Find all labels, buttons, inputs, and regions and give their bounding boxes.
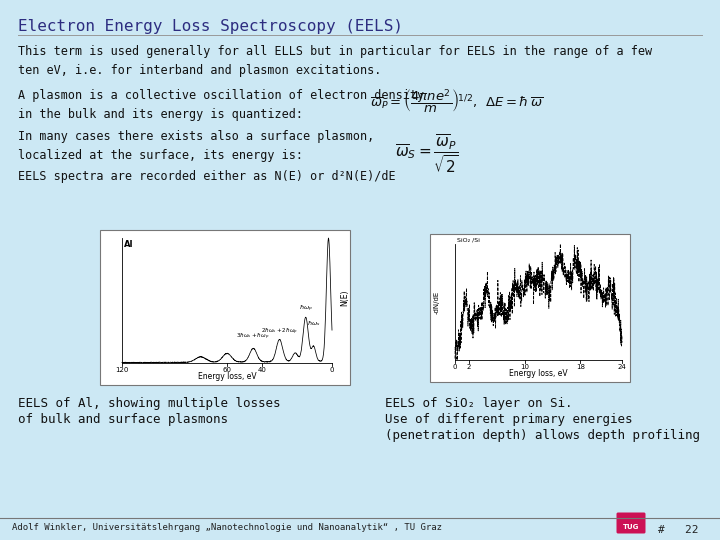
Text: $\hbar\omega_s$: $\hbar\omega_s$ xyxy=(307,319,320,328)
Text: EELS of Al, showing multiple losses: EELS of Al, showing multiple losses xyxy=(18,397,281,410)
Text: Al: Al xyxy=(124,240,133,249)
FancyBboxPatch shape xyxy=(616,512,646,534)
Text: $3\hbar\omega_s+\hbar\omega_p$: $3\hbar\omega_s+\hbar\omega_p$ xyxy=(236,332,270,342)
Text: This term is used generally for all ELLS but in particular for EELS in the range: This term is used generally for all ELLS… xyxy=(18,45,652,77)
Bar xyxy=(100,230,350,385)
Text: 40: 40 xyxy=(258,367,266,373)
Text: In many cases there exists also a surface plasmon,
localized at the surface, its: In many cases there exists also a surfac… xyxy=(18,130,374,162)
Text: $2\hbar\omega_s+2\hbar\omega_p$: $2\hbar\omega_s+2\hbar\omega_p$ xyxy=(261,327,298,337)
Text: TUG: TUG xyxy=(623,524,639,530)
Text: (penetration depth) allows depth profiling: (penetration depth) allows depth profili… xyxy=(385,429,700,442)
Text: A plasmon is a collective oscillation of electron density
in the bulk and its en: A plasmon is a collective oscillation of… xyxy=(18,89,424,121)
Bar xyxy=(430,234,630,382)
Text: 18: 18 xyxy=(576,364,585,370)
Text: $\overline{\omega}_P = \left(\dfrac{4\pi ne^2}{m}\right)^{\!1/2}$,  $\Delta E = : $\overline{\omega}_P = \left(\dfrac{4\pi… xyxy=(370,88,544,115)
Text: 0: 0 xyxy=(330,367,334,373)
Text: 2: 2 xyxy=(467,364,471,370)
Text: 24: 24 xyxy=(618,364,626,370)
Text: 60: 60 xyxy=(222,367,232,373)
Text: 120: 120 xyxy=(115,367,129,373)
Text: 10: 10 xyxy=(520,364,529,370)
Text: N(E): N(E) xyxy=(341,290,349,306)
Text: $\overline{\omega}_S = \dfrac{\overline{\omega}_P}{\sqrt{2}}$: $\overline{\omega}_S = \dfrac{\overline{… xyxy=(395,133,459,176)
Text: #   22: # 22 xyxy=(658,525,698,535)
Text: Adolf Winkler, Universitätslehrgang „Nanotechnologie und Nanoanalytik“ , TU Graz: Adolf Winkler, Universitätslehrgang „Nan… xyxy=(12,523,442,532)
Text: of bulk and surface plasmons: of bulk and surface plasmons xyxy=(18,413,228,426)
Text: SiO₂ /Si: SiO₂ /Si xyxy=(457,238,480,243)
Text: EELS spectra are recorded either as N(E) or d²N(E)/dE: EELS spectra are recorded either as N(E)… xyxy=(18,170,395,183)
Text: EELS of SiO₂ layer on Si.: EELS of SiO₂ layer on Si. xyxy=(385,397,572,410)
Text: -dN/dE: -dN/dE xyxy=(434,291,440,314)
Text: Electron Energy Loss Spectroscopy (EELS): Electron Energy Loss Spectroscopy (EELS) xyxy=(18,19,403,34)
Text: Energy loss, eV: Energy loss, eV xyxy=(198,372,256,381)
Text: Energy loss, eV: Energy loss, eV xyxy=(509,369,568,378)
Text: $\hbar\omega_p$: $\hbar\omega_p$ xyxy=(299,303,312,314)
Text: 0: 0 xyxy=(453,364,457,370)
Text: Use of different primary energies: Use of different primary energies xyxy=(385,413,632,426)
